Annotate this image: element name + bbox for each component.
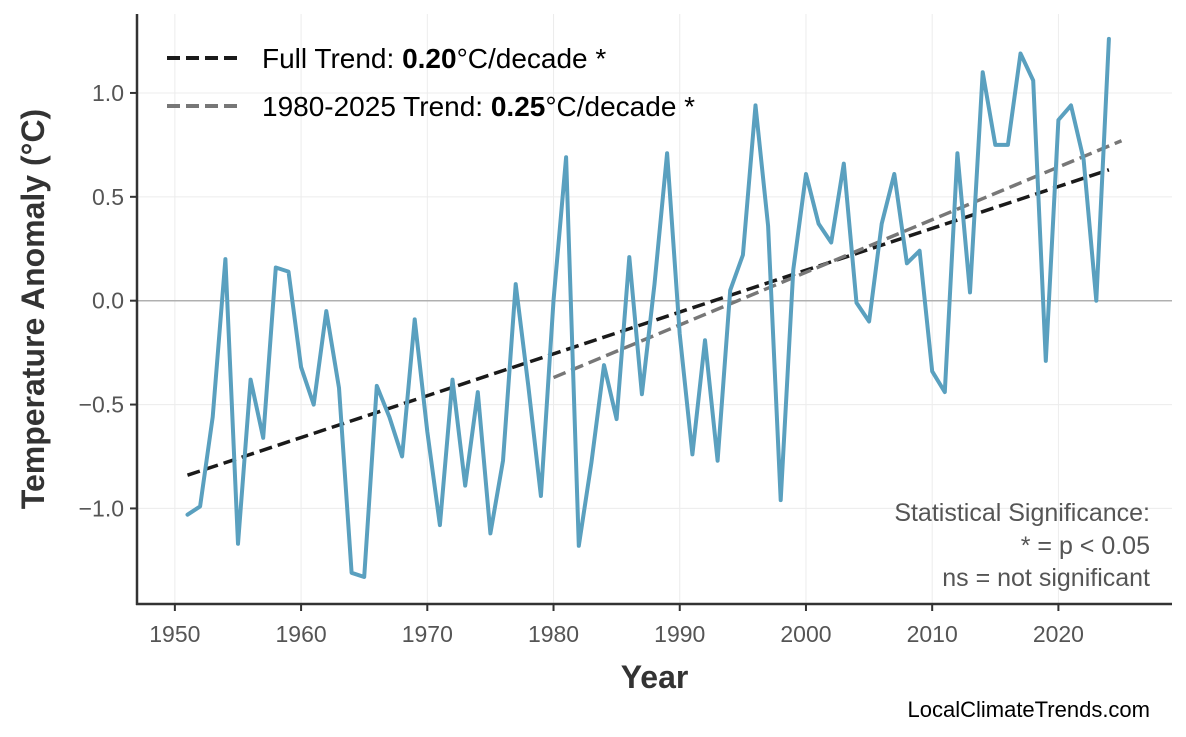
legend-entry-recent-trend: 1980-2025 Trend: 0.25°C/decade * (262, 91, 695, 122)
axes (135, 14, 1172, 606)
data-series (185, 36, 1111, 579)
y-tick-label: −0.5 (79, 392, 124, 418)
significance-note-line: * = p < 0.05 (1021, 532, 1150, 560)
x-tick-label: 1970 (402, 621, 453, 647)
ticks: 1950 1960 1970 1980 1990 2000 2010 2020 −1.0 −0.5… (79, 80, 1084, 647)
significance-note-title: Statistical Significance: (894, 499, 1150, 527)
legend-prefix: 1980-2025 Trend: (262, 91, 491, 122)
source-credit: LocalClimateTrends.com (908, 697, 1151, 722)
temperature-anomaly-series-line (185, 36, 1111, 579)
x-tick-label: 1950 (149, 621, 200, 647)
significance-note: Statistical Significance: * = p < 0.05 n… (894, 499, 1150, 592)
trend-lines (186, 139, 1123, 477)
x-tick-label: 2000 (780, 621, 831, 647)
x-tick-label: 1990 (654, 621, 705, 647)
y-tick-label: 1.0 (92, 80, 124, 106)
x-axis-title: Year (621, 659, 689, 695)
legend-value: 0.25 (491, 91, 546, 122)
x-tick-label: 1980 (528, 621, 579, 647)
legend: Full Trend: 0.20°C/decade * 1980-2025 Tr… (167, 43, 695, 122)
legend-value: 0.20 (402, 43, 457, 74)
y-axis-title: Temperature Anomaly (°C) (15, 109, 51, 509)
y-tick-label: 0.5 (92, 184, 124, 210)
legend-suffix: °C/decade * (545, 91, 695, 122)
significance-note-line: ns = not significant (942, 564, 1150, 592)
legend-prefix: Full Trend: (262, 43, 402, 74)
legend-entry-full-trend: Full Trend: 0.20°C/decade * (262, 43, 606, 74)
y-tick-label: 0.0 (92, 288, 124, 314)
x-tick-label: 2020 (1033, 621, 1084, 647)
x-tick-label: 1960 (275, 621, 326, 647)
legend-suffix: °C/decade * (457, 43, 607, 74)
y-tick-label: −1.0 (79, 495, 124, 521)
x-tick-label: 2010 (907, 621, 958, 647)
